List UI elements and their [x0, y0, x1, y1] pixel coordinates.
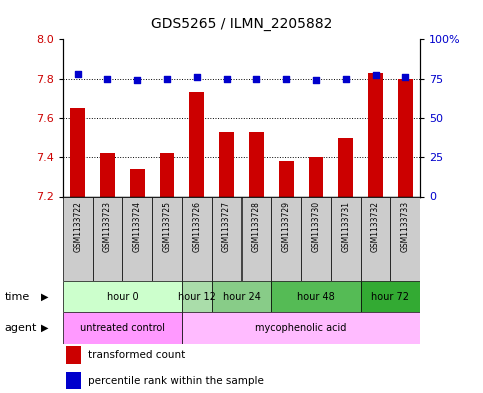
Point [282, 75, 290, 82]
Bar [182, 281, 212, 312]
Text: hour 48: hour 48 [297, 292, 335, 302]
Point [372, 72, 380, 79]
Point [312, 77, 320, 83]
Text: hour 72: hour 72 [371, 292, 410, 302]
Point [223, 75, 230, 82]
Bar [182, 312, 420, 344]
Bar [361, 196, 390, 281]
Bar [331, 196, 361, 281]
Point [253, 75, 260, 82]
Bar [398, 79, 413, 196]
Bar [271, 281, 361, 312]
Bar [219, 132, 234, 196]
Text: ▶: ▶ [41, 292, 48, 302]
Bar [182, 196, 212, 281]
Bar [338, 138, 353, 196]
Text: mycophenolic acid: mycophenolic acid [256, 323, 347, 333]
Text: GSM1133729: GSM1133729 [282, 201, 291, 252]
Point [74, 71, 82, 77]
Bar [242, 196, 271, 281]
Point [193, 74, 201, 80]
Text: GSM1133731: GSM1133731 [341, 201, 350, 252]
Text: percentile rank within the sample: percentile rank within the sample [88, 376, 264, 386]
Bar [212, 196, 242, 281]
Bar [279, 161, 294, 196]
Text: GSM1133733: GSM1133733 [401, 201, 410, 252]
Text: GSM1133724: GSM1133724 [133, 201, 142, 252]
Text: GSM1133726: GSM1133726 [192, 201, 201, 252]
Bar [100, 153, 115, 196]
Point [401, 74, 409, 80]
Bar [63, 196, 93, 281]
Bar [309, 157, 324, 196]
Point [342, 75, 350, 82]
Text: transformed count: transformed count [88, 350, 185, 360]
Bar [63, 281, 182, 312]
Text: GSM1133728: GSM1133728 [252, 201, 261, 252]
Bar [249, 132, 264, 196]
Text: ▶: ▶ [41, 323, 48, 333]
Text: GSM1133725: GSM1133725 [163, 201, 171, 252]
Text: hour 12: hour 12 [178, 292, 216, 302]
Text: GSM1133730: GSM1133730 [312, 201, 320, 252]
Bar [390, 196, 420, 281]
Text: hour 0: hour 0 [107, 292, 138, 302]
Point [104, 75, 112, 82]
Text: untreated control: untreated control [80, 323, 165, 333]
Point [163, 75, 171, 82]
Bar [63, 312, 182, 344]
Bar [130, 169, 145, 196]
Text: agent: agent [5, 323, 37, 333]
Bar [301, 196, 331, 281]
Text: time: time [5, 292, 30, 302]
Bar [271, 196, 301, 281]
Bar [93, 196, 122, 281]
Text: GSM1133732: GSM1133732 [371, 201, 380, 252]
Bar [361, 281, 420, 312]
Text: GDS5265 / ILMN_2205882: GDS5265 / ILMN_2205882 [151, 17, 332, 31]
Text: GSM1133722: GSM1133722 [73, 201, 82, 252]
Bar [159, 153, 174, 196]
Bar [152, 196, 182, 281]
Bar [70, 108, 85, 196]
Text: GSM1133727: GSM1133727 [222, 201, 231, 252]
Bar [66, 372, 81, 389]
Bar [368, 73, 383, 196]
Bar [212, 281, 271, 312]
Point [133, 77, 141, 83]
Bar [122, 196, 152, 281]
Bar [66, 346, 81, 364]
Bar [189, 92, 204, 196]
Text: GSM1133723: GSM1133723 [103, 201, 112, 252]
Text: hour 24: hour 24 [223, 292, 260, 302]
